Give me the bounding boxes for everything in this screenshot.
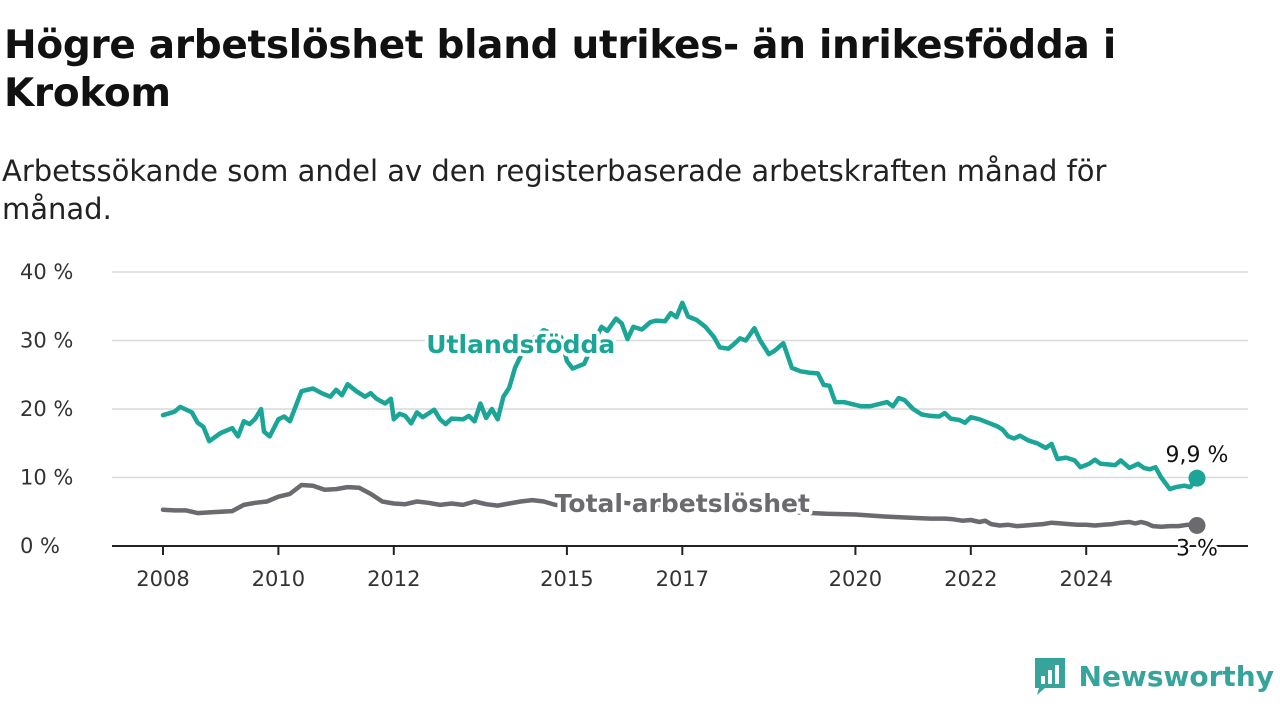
chart-title: Högre arbetslöshet bland utrikes- än inr… [4, 23, 1116, 116]
series-line-utlandsfodda [160, 300, 1200, 492]
y-tick-label: 0 % [20, 534, 60, 558]
newsworthy-logo-icon [1034, 658, 1065, 695]
x-tick-label: 2022 [944, 567, 997, 591]
brand-logo: Newsworthy [1033, 656, 1274, 696]
x-tick-label: 2012 [367, 567, 420, 591]
end-marker-utlandsfodda [1188, 469, 1206, 487]
y-tick-label: 10 % [20, 466, 73, 490]
y-tick-label: 30 % [20, 329, 73, 353]
series-label-total: Total arbetslöshet [555, 489, 810, 518]
y-tick-label: 20 % [20, 397, 73, 421]
x-tick-label: 2024 [1059, 567, 1112, 591]
end-label-utlandsfodda: 9,9 % [1166, 443, 1229, 468]
chart-subtitle: Arbetssökande som andel av den registerb… [2, 154, 1107, 226]
x-tick-label: 2020 [829, 567, 882, 591]
end-marker-total [1188, 516, 1206, 534]
brand-name: Newsworthy [1078, 659, 1274, 693]
x-tick-label: 2015 [540, 567, 593, 591]
x-tick-label: 2010 [252, 567, 305, 591]
series-line-total [160, 482, 1200, 530]
x-tick-label: 2008 [136, 567, 189, 591]
series-label-utlandsfodda: Utlandsfödda [426, 330, 615, 359]
x-tick-label: 2017 [656, 567, 709, 591]
y-tick-label: 40 % [20, 260, 73, 284]
end-label-total: 3 % [1176, 536, 1218, 561]
